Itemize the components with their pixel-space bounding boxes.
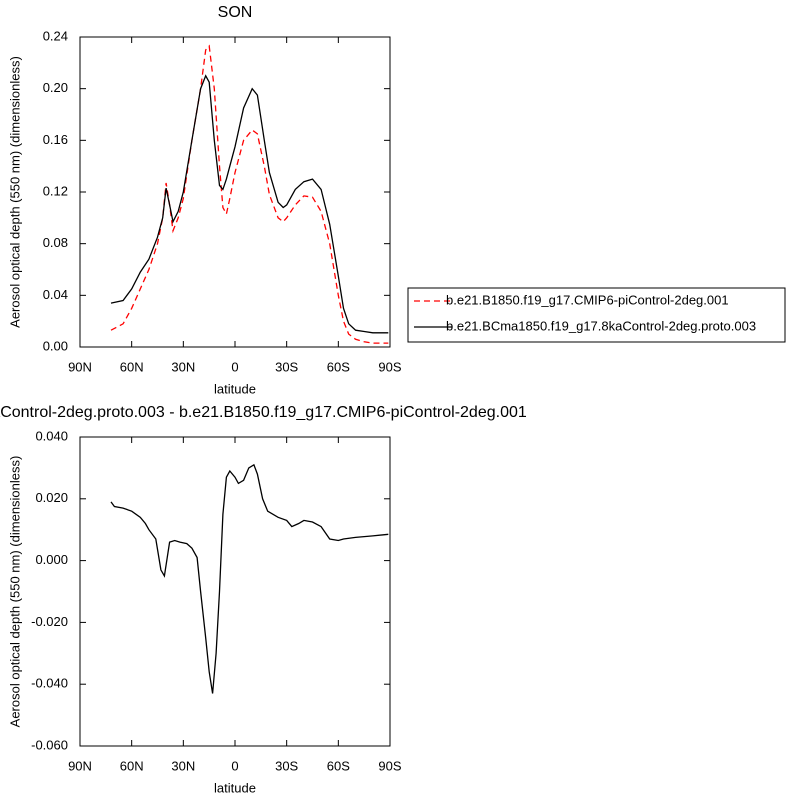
y-axis-label: Aerosol optical depth (550 nm) (dimensio…	[7, 56, 22, 328]
y-tick-label: 0.040	[35, 428, 68, 443]
y-tick-label: 0.08	[43, 235, 68, 250]
y-tick-label: -0.060	[31, 737, 68, 752]
x-axis-label: latitude	[214, 780, 256, 795]
chart-title: g17.8kaControl-2deg.proto.003 - b.e21.B1…	[0, 404, 527, 421]
plot-frame	[79, 36, 391, 348]
y-tick-label: 0.24	[43, 28, 68, 43]
x-axis-label: latitude	[214, 381, 256, 396]
x-tick-label: 0	[231, 758, 238, 773]
plot-frame	[79, 436, 391, 747]
y-tick-label: -0.020	[31, 614, 68, 629]
data-line	[110, 74, 389, 334]
x-tick-label: 90N	[68, 758, 92, 773]
x-tick-label: 30S	[275, 758, 298, 773]
y-tick-label: 0.12	[43, 183, 68, 198]
y-tick-label: 0.04	[43, 287, 68, 302]
x-tick-label: 60S	[327, 758, 350, 773]
x-tick-label: 30N	[171, 758, 195, 773]
chart-title: SON	[218, 4, 253, 21]
y-tick-label: 0.020	[35, 490, 68, 505]
legend-label: b.e21.B1850.f19_g17.CMIP6-piControl-2deg…	[446, 292, 729, 307]
x-tick-label: 90S	[378, 758, 401, 773]
y-tick-label: 0.20	[43, 80, 68, 95]
y-tick-label: 0.000	[35, 552, 68, 567]
x-tick-label: 90S	[378, 359, 401, 374]
data-line	[110, 463, 389, 694]
x-tick-label: 60N	[120, 359, 144, 374]
y-tick-label: -0.040	[31, 676, 68, 691]
data-line	[110, 44, 389, 344]
legend-label: b.e21.BCma1850.f19_g17.8kaControl-2deg.p…	[446, 318, 756, 333]
y-axis-label: Aerosol optical depth (550 nm) (dimensio…	[7, 456, 22, 728]
x-tick-label: 60N	[120, 758, 144, 773]
y-tick-label: 0.16	[43, 132, 68, 147]
legend-box	[407, 287, 786, 343]
y-tick-label: 0.00	[43, 338, 68, 353]
x-tick-label: 30S	[275, 359, 298, 374]
x-tick-label: 60S	[327, 359, 350, 374]
x-tick-label: 90N	[68, 359, 92, 374]
x-tick-label: 30N	[171, 359, 195, 374]
x-tick-label: 0	[231, 359, 238, 374]
